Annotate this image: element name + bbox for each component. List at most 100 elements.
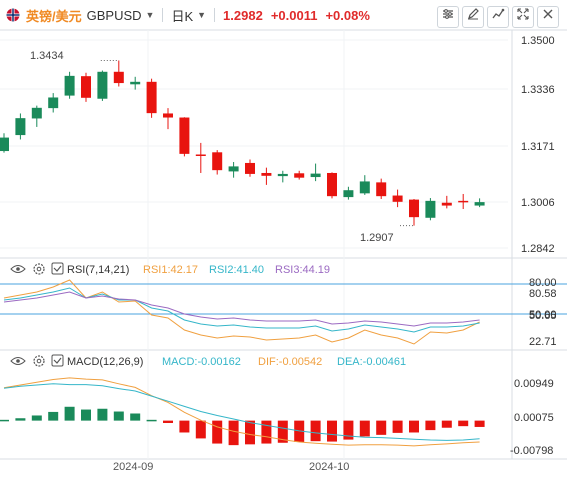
candle-body bbox=[310, 173, 321, 178]
macd-tick: 0.00075 bbox=[514, 412, 554, 424]
candle-body bbox=[343, 190, 354, 198]
macd-legend: MACD(12,26,9) MACD:-0.00162 DIF:-0.00542… bbox=[10, 354, 406, 368]
macd-bar bbox=[425, 420, 436, 431]
candle-body bbox=[97, 71, 108, 99]
macd-bar bbox=[359, 420, 370, 437]
rsi2-line bbox=[3, 287, 480, 333]
indicator-icon[interactable] bbox=[487, 6, 509, 28]
macd-bar bbox=[310, 420, 321, 442]
candle-body bbox=[277, 173, 288, 177]
candle-body bbox=[441, 202, 452, 206]
macd-bar bbox=[81, 409, 91, 421]
price-tick: 1.3006 bbox=[521, 197, 555, 209]
macd-tick: 0.00949 bbox=[514, 378, 554, 390]
macd-bar bbox=[179, 420, 190, 433]
chart-header: 英镑/美元 GBPUSD ▼ 日K ▼ 1.2982 +0.0011 +0.08… bbox=[0, 0, 567, 30]
price-low-annotation: 1.2907 bbox=[360, 232, 394, 244]
candle-body bbox=[48, 97, 59, 109]
candle-body bbox=[228, 166, 239, 172]
candle-body bbox=[130, 81, 141, 85]
macd-bar bbox=[409, 420, 419, 433]
macd-bar bbox=[376, 420, 387, 435]
time-tick: 2024-10 bbox=[309, 461, 349, 473]
dif-value: DIF:-0.00542 bbox=[258, 356, 322, 368]
checkbox-icon[interactable] bbox=[51, 354, 64, 367]
flag-icon bbox=[6, 8, 20, 22]
macd-bar bbox=[130, 413, 141, 421]
candle-body bbox=[31, 107, 42, 119]
rsi-legend: RSI(7,14,21) RSI1:42.17 RSI2:41.40 RSI3:… bbox=[10, 262, 330, 276]
macd-bar bbox=[195, 420, 206, 439]
candle-body bbox=[327, 172, 337, 197]
macd-tick: -0.00798 bbox=[510, 445, 553, 457]
price-high-annotation: 1.3434 bbox=[30, 50, 64, 62]
rsi3-line bbox=[3, 291, 480, 327]
header-divider bbox=[162, 8, 164, 22]
checkbox-icon[interactable] bbox=[51, 262, 64, 275]
dea-value: DEA:-0.00461 bbox=[337, 356, 406, 368]
rsi-axis: 80.00 80.58 50.00 50.65 22.71 bbox=[529, 277, 557, 348]
close-icon[interactable] bbox=[537, 6, 559, 28]
candle-body bbox=[294, 173, 305, 178]
candle-body bbox=[146, 81, 157, 114]
macd-bar bbox=[228, 420, 239, 446]
price-tick: 1.3336 bbox=[521, 84, 555, 96]
symbol-code: GBPUSD bbox=[86, 7, 142, 23]
price-axis: 1.3500 1.3336 1.3171 1.3006 1.2842 bbox=[521, 35, 555, 255]
candle-body bbox=[425, 200, 436, 218]
candle-body bbox=[392, 195, 403, 202]
macd-bar bbox=[15, 418, 26, 421]
candle-body bbox=[212, 152, 223, 171]
caret-down-icon[interactable]: ▼ bbox=[197, 10, 207, 20]
macd-bar bbox=[48, 411, 59, 421]
macd-value: MACD:-0.00162 bbox=[162, 356, 241, 368]
candle-body bbox=[458, 200, 469, 203]
eye-icon[interactable] bbox=[10, 265, 26, 273]
candle-body bbox=[64, 75, 75, 96]
macd-bar bbox=[474, 420, 485, 427]
expand-icon[interactable] bbox=[512, 6, 534, 28]
chart-settings-icon[interactable] bbox=[437, 6, 459, 28]
dea-line bbox=[3, 383, 480, 441]
macd-panel bbox=[0, 377, 485, 447]
candle-body bbox=[195, 154, 206, 156]
rsi-tick: 22.71 bbox=[529, 336, 557, 348]
macd-bar bbox=[343, 420, 354, 440]
price-change-pct: +0.08% bbox=[325, 7, 370, 23]
candle-body bbox=[359, 181, 370, 194]
gear-icon[interactable] bbox=[33, 355, 45, 367]
candle-body bbox=[81, 76, 91, 98]
candle-body bbox=[113, 71, 124, 84]
macd-bar bbox=[441, 420, 452, 428]
rsi-tick: 80.58 bbox=[529, 288, 557, 300]
dif-line bbox=[3, 377, 480, 447]
draw-tool-icon[interactable] bbox=[462, 6, 484, 28]
macd-bar bbox=[277, 420, 288, 443]
macd-bar bbox=[245, 420, 255, 445]
candle-body bbox=[0, 137, 9, 152]
macd-bar bbox=[212, 420, 223, 444]
price-change: +0.0011 bbox=[270, 7, 318, 23]
rsi-title: RSI(7,14,21) bbox=[67, 264, 129, 276]
macd-bar bbox=[146, 419, 157, 422]
symbol-selector[interactable]: 英镑/美元 GBPUSD ▼ bbox=[6, 6, 154, 25]
rsi-tick: 80.00 bbox=[529, 277, 557, 289]
gear-icon[interactable] bbox=[33, 263, 45, 275]
eye-icon[interactable] bbox=[10, 357, 26, 365]
candle-body bbox=[261, 172, 272, 176]
rsi1-value: RSI1:42.17 bbox=[143, 264, 198, 276]
time-axis: 2024-09 2024-10 bbox=[113, 461, 349, 473]
macd-bar bbox=[113, 411, 124, 421]
timeframe-selector[interactable]: 日K ▼ bbox=[171, 6, 206, 25]
candle-body bbox=[179, 117, 190, 154]
caret-down-icon[interactable]: ▼ bbox=[145, 10, 155, 20]
macd-bar bbox=[64, 406, 75, 421]
macd-bar bbox=[261, 420, 272, 444]
grid-layer bbox=[0, 29, 567, 460]
rsi-tick: 50.65 bbox=[529, 310, 557, 322]
macd-bar bbox=[0, 419, 9, 422]
rsi-panel bbox=[0, 279, 567, 345]
timeframe-label: 日K bbox=[171, 8, 194, 24]
